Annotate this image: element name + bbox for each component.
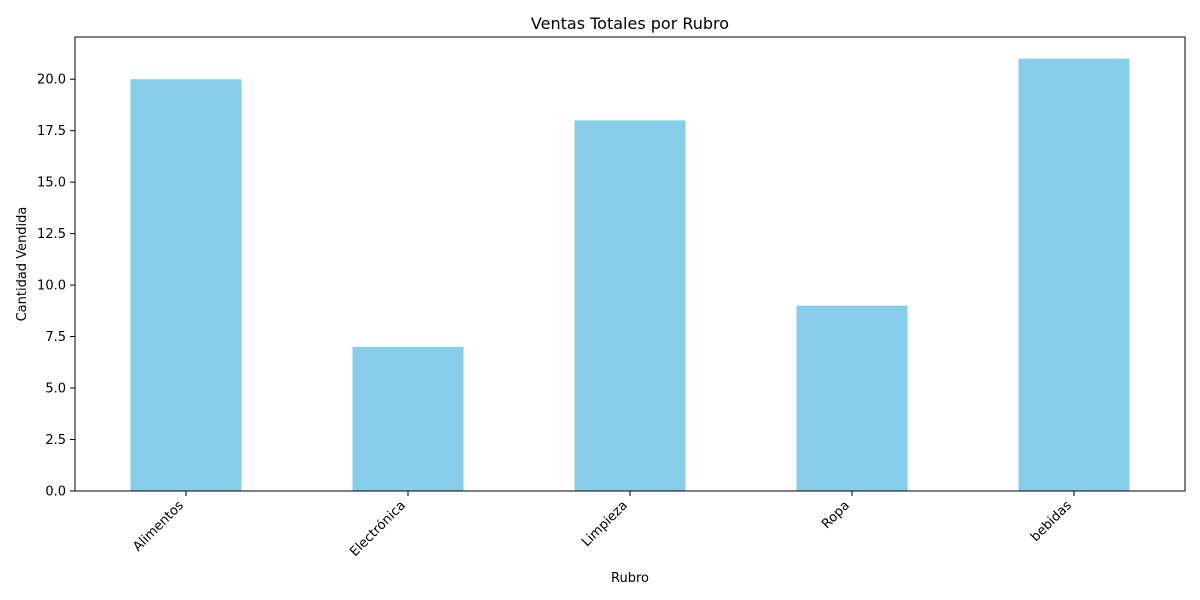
y-tick-label: 2.5 (45, 433, 66, 448)
bar-0 (130, 79, 242, 491)
x-axis-label: Rubro (611, 571, 649, 586)
y-tick-label: 5.0 (45, 382, 66, 397)
y-tick-label: 0.0 (45, 485, 66, 500)
y-axis: 0.0 2.5 5.0 7.5 10.0 12.5 15.0 17.5 20.0 (37, 73, 75, 500)
bar-4 (1018, 58, 1130, 491)
x-tick-label: bebidas (1028, 498, 1075, 545)
y-tick-label: 15.0 (37, 176, 66, 191)
bar-3 (796, 305, 908, 491)
x-tick-label: Ropa (819, 498, 853, 532)
y-tick-label: 17.5 (37, 124, 66, 139)
x-tick-label: Limpieza (579, 498, 631, 550)
bar-2 (574, 120, 686, 491)
y-tick-label: 7.5 (45, 330, 66, 345)
x-tick-label: Alimentos (130, 498, 187, 555)
bar-1 (352, 346, 464, 491)
x-tick-label: Electrónica (347, 498, 409, 560)
bars-layer (130, 58, 1130, 491)
plot-frame (74, 36, 1186, 492)
y-axis-label: Cantidad Vendida (15, 207, 30, 322)
y-tick-label: 20.0 (37, 73, 66, 88)
x-axis: Alimentos Electrónica Limpieza Ropa bebidas (130, 491, 1075, 560)
chart-title: Ventas Totales por Rubro (531, 14, 729, 33)
y-tick-label: 12.5 (37, 227, 66, 242)
y-tick-label: 10.0 (37, 279, 66, 294)
